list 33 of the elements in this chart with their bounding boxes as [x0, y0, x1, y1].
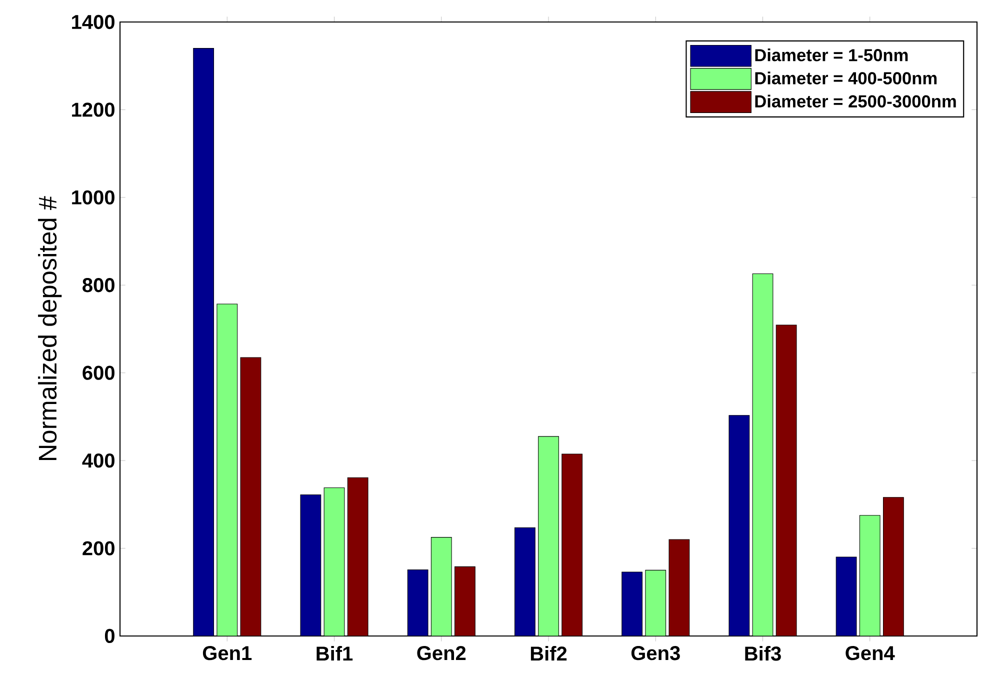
x-tick-label: Gen2: [417, 646, 466, 660]
x-tick-label: Bif3: [745, 646, 781, 661]
y-tick-label: 400: [82, 453, 114, 468]
y-axis-title: Normalized deposited #: [38, 196, 62, 460]
bar: [728, 415, 750, 636]
bar: [193, 48, 214, 636]
y-tick-label: 1000: [72, 190, 114, 204]
legend-label: Diameter = 400-500nm: [755, 72, 937, 84]
x-tick-label: Gen1: [202, 646, 252, 660]
bar: [324, 487, 345, 636]
bar: [300, 494, 322, 636]
bar: [836, 556, 857, 636]
bar: [407, 569, 428, 636]
bar: [622, 572, 643, 636]
x-tick-label: Bif1: [316, 646, 353, 661]
bar: [645, 570, 666, 636]
bar: [859, 515, 880, 636]
bar: [538, 436, 559, 636]
x-tick-label: Gen3: [631, 646, 680, 660]
y-tick-label: 1200: [72, 102, 114, 117]
y-tick-label: 600: [82, 366, 114, 380]
y-tick-label: 1400: [72, 14, 114, 30]
x-tick-label: Gen4: [846, 646, 895, 660]
bar: [752, 273, 774, 636]
x-tick-label: Bif2: [530, 646, 567, 661]
y-tick-label: 800: [82, 278, 114, 292]
bar: [514, 527, 536, 636]
bar: [216, 304, 238, 636]
bar: [430, 537, 452, 636]
y-tick-label: 0: [104, 628, 114, 644]
legend-label: Diameter = 2500-3000nm: [755, 94, 956, 108]
legend-label: Diameter = 1-50nm: [755, 48, 908, 62]
y-tick-label: 200: [82, 541, 114, 556]
